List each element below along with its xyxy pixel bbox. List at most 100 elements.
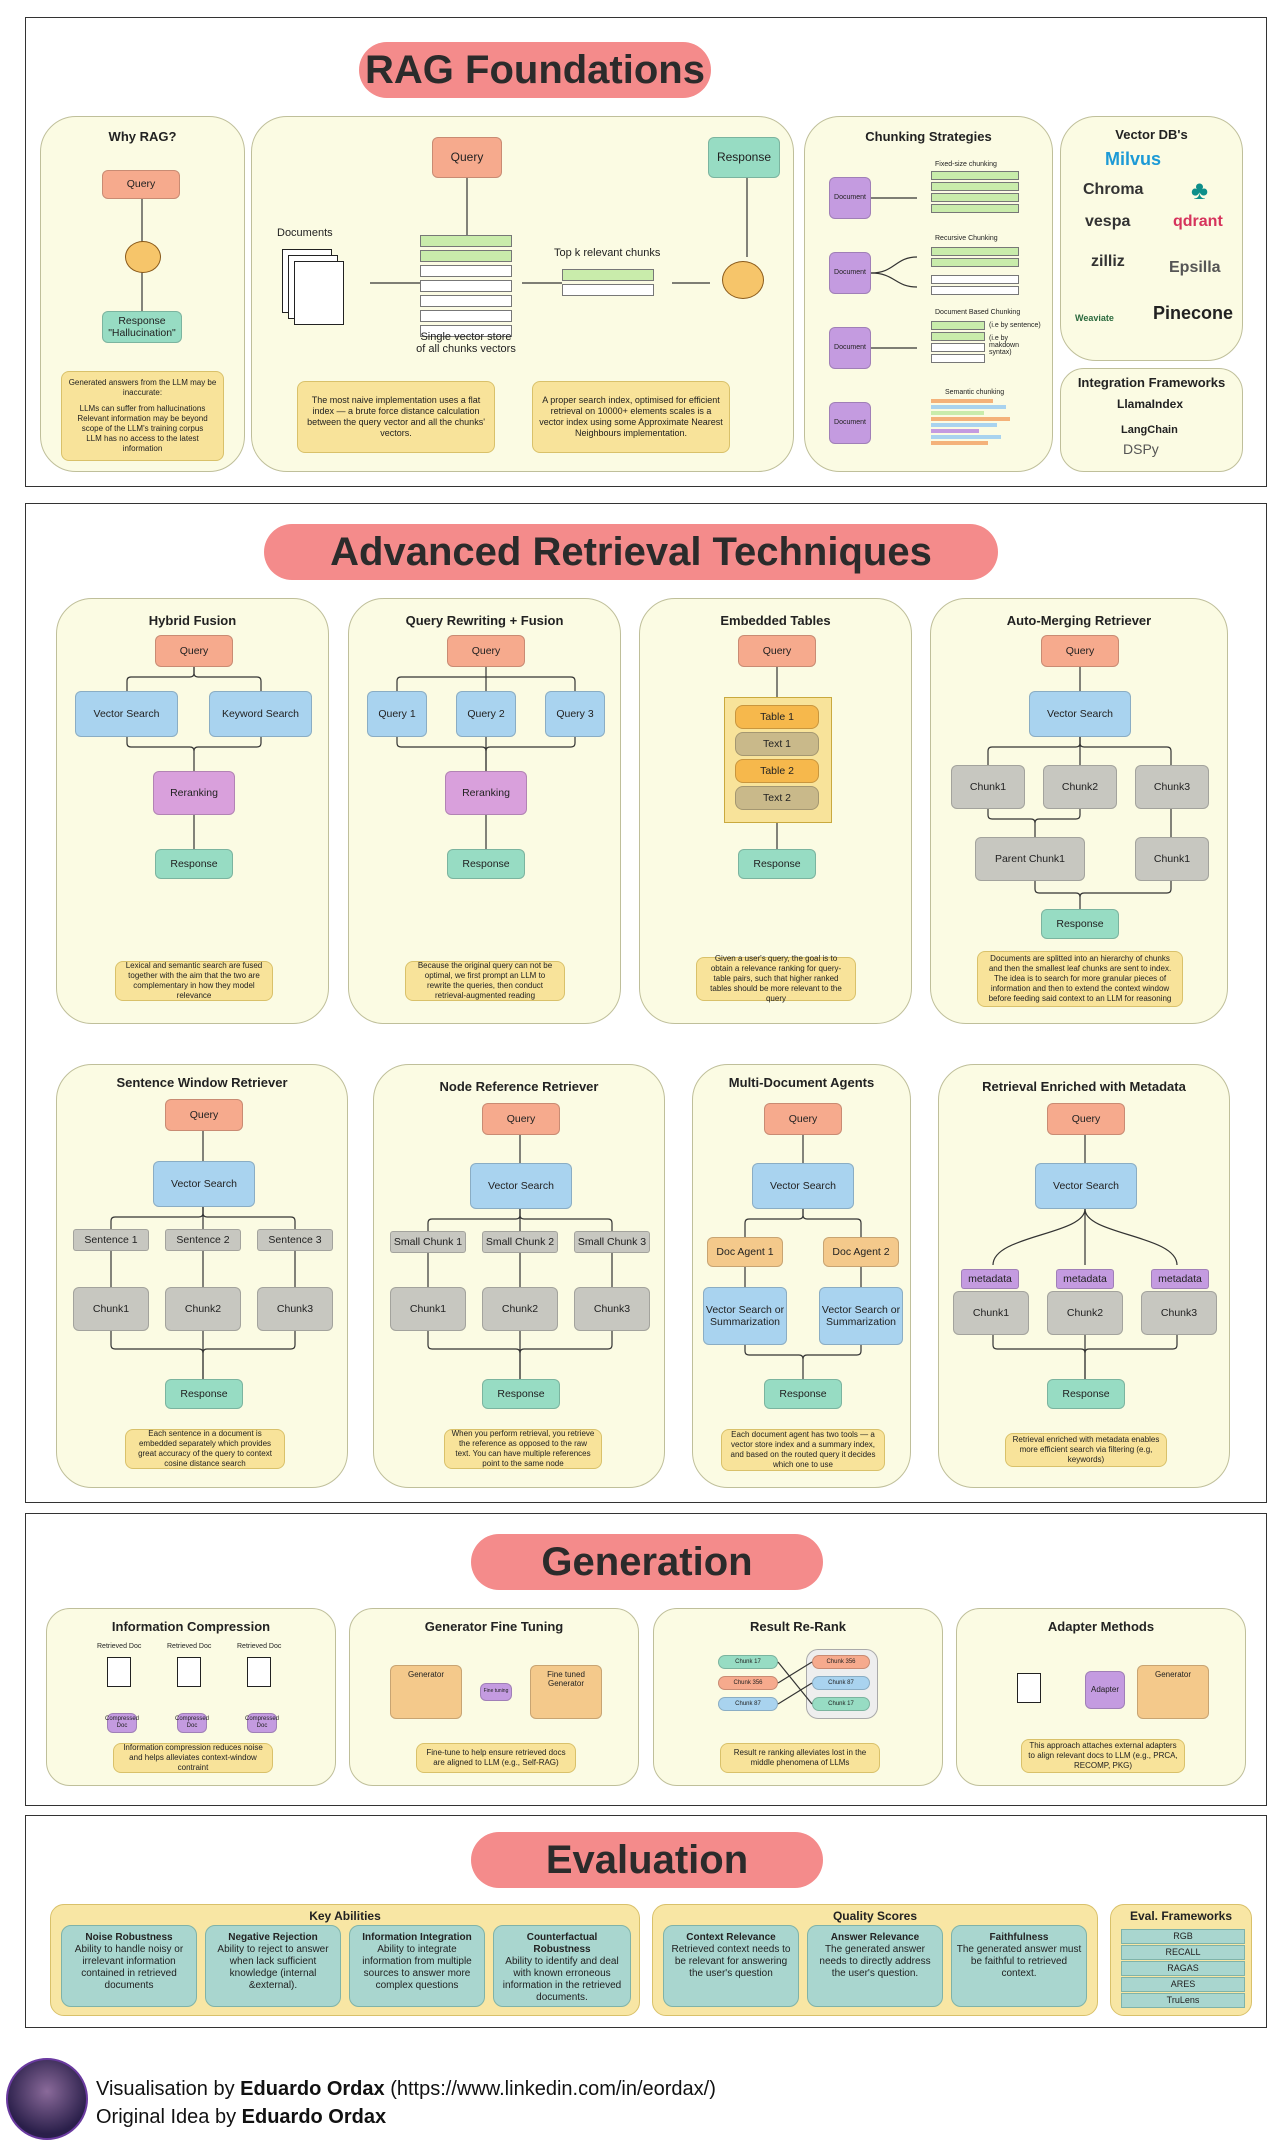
chunk-bar	[562, 269, 654, 281]
reranking-box: Reranking	[153, 771, 235, 815]
multidoc-note: Each document agent has two tools — a ve…	[721, 1429, 885, 1471]
response-box: Response	[482, 1379, 560, 1409]
response-box: Response "Hallucination"	[102, 311, 182, 343]
rag-foundations-section: RAG Foundations Why RAG? Query Response …	[25, 17, 1267, 487]
compression-card: Information Compression Retrieved Doc Re…	[46, 1608, 336, 1786]
chunk-2-box: Chunk2	[165, 1287, 241, 1331]
auto-merging-card: Auto-Merging Retriever Query Vector Sear…	[930, 598, 1228, 1024]
weaviate-logo: Weaviate	[1075, 313, 1114, 323]
naive-rag-connectors	[370, 178, 748, 284]
note-intro: Generated answers from the LLM may be in…	[68, 378, 217, 397]
generator-box: Generator	[1137, 1665, 1209, 1719]
sentence-1-box: Sentence 1	[73, 1229, 149, 1251]
vespa-logo: vespa	[1085, 213, 1131, 230]
ability-card: Noise Robustness Ability to handle noisy …	[61, 1925, 197, 2007]
score-desc: The generated answer needs to directly a…	[819, 1944, 931, 1979]
document-icon	[1017, 1673, 1041, 1703]
tree-icon: ♣	[1191, 175, 1209, 205]
ability-card: Counterfactual Robustness Ability to iden…	[493, 1925, 631, 2007]
score-name: Answer Relevance	[830, 1932, 920, 1943]
response-box: Response	[447, 849, 525, 879]
epsilla-logo: Epsilla	[1169, 259, 1221, 276]
chunk-1-box: Chunk1	[73, 1287, 149, 1331]
note-item: LLM has no access to the latest informat…	[86, 434, 199, 453]
vector-search-or-summarization-1: Vector Search or Summarization	[703, 1287, 787, 1345]
footer-line-1: Visualisation by Eduardo Ordax (https://…	[96, 2075, 716, 2103]
sentence-2-box: Sentence 2	[165, 1229, 241, 1251]
query-box: Query	[165, 1099, 243, 1131]
automerge-connectors	[987, 667, 1172, 909]
chunk-pill: Chunk 356	[812, 1655, 870, 1669]
generator-label: Generator	[407, 1670, 445, 1679]
docbased-bars	[931, 321, 985, 363]
vector-db-card: Vector DB's Milvus Chroma ♣ vespa qdrant…	[1060, 116, 1243, 361]
why-rag-note: Generated answers from the LLM may be in…	[61, 371, 224, 461]
metadata-tag: metadata	[1151, 1269, 1209, 1289]
document-icon	[294, 261, 344, 325]
pinecone-logo: Pinecone	[1153, 303, 1234, 323]
framework-item: TruLens	[1121, 1993, 1245, 2008]
retrieved-doc-label: Retrieved Doc	[97, 1643, 142, 1650]
document-box: Document	[829, 177, 871, 219]
llamaindex-logo: LlamaIndex	[1117, 397, 1184, 411]
chunk-pill: Chunk 87	[718, 1697, 778, 1711]
document-icon	[107, 1657, 131, 1687]
metadata-tag: metadata	[961, 1269, 1019, 1289]
recursive-bars	[931, 247, 1019, 295]
adapter-box: Adapter	[1085, 1671, 1125, 1709]
sentence-connectors	[110, 1131, 296, 1379]
document-box: Document	[829, 402, 871, 444]
semantic-bars	[931, 399, 1019, 445]
card-title: Auto-Merging Retriever	[1006, 613, 1152, 628]
response-box: Response	[155, 849, 233, 879]
footer-prefix: Visualisation by	[96, 2078, 241, 2100]
multidoc-connectors	[744, 1135, 862, 1379]
chunk-3-box: Chunk3	[257, 1287, 333, 1331]
card-title: Information Compression	[111, 1619, 271, 1634]
vector-search-box: Vector Search	[75, 691, 178, 737]
ability-desc: Ability to handle noisy or irrelevant in…	[74, 1944, 184, 1991]
naive-rag-card: Query Response Documents Single vector s…	[251, 116, 794, 472]
parent-chunk-box: Parent Chunk1	[975, 837, 1085, 881]
response-box: Response	[764, 1379, 842, 1409]
generator-label: Generator	[1154, 1670, 1192, 1679]
query-box: Query	[432, 137, 502, 178]
adapter-note: This approach attaches external adapters…	[1021, 1739, 1185, 1773]
framework-item: RECALL	[1121, 1945, 1245, 1960]
sentence-3-box: Sentence 3	[257, 1229, 333, 1251]
chunk-3-box: Chunk3	[1141, 1291, 1217, 1335]
retrieved-doc-label: Retrieved Doc	[167, 1643, 212, 1650]
fixed-label: Fixed-size chunking	[935, 161, 997, 168]
query-box: Query	[1047, 1103, 1125, 1135]
card-title: Adapter Methods	[1047, 1619, 1155, 1634]
integration-card: Integration Frameworks LlamaIndex LangCh…	[1060, 368, 1243, 472]
node-reference-card: Node Reference Retriever Query Vector Se…	[373, 1064, 665, 1488]
footer-link[interactable]: (https://www.linkedin.com/in/eordax/)	[384, 2078, 716, 2100]
small-chunk-3-box: Small Chunk 3	[574, 1231, 650, 1253]
card-title: Embedded Tables	[720, 613, 831, 628]
query-box: Query	[447, 635, 525, 667]
advanced-retrieval-section: Advanced Retrieval Techniques Hybrid Fus…	[25, 503, 1267, 1503]
note-item: Relevant information may be beyond scope…	[77, 414, 208, 433]
chunk-1-box: Chunk1	[953, 1291, 1029, 1335]
automerge-note: Documents are splitted into an hierarchy…	[977, 951, 1183, 1007]
ability-name: Noise Robustness	[85, 1932, 173, 1943]
card-title: Result Re-Rank	[749, 1619, 847, 1634]
generation-section: Generation Information Compression Retri…	[25, 1513, 1267, 1806]
chunk-bar	[420, 280, 512, 292]
card-title: Query Rewriting + Fusion	[405, 613, 564, 628]
query-box: Query	[1041, 635, 1119, 667]
score-card: Context Relevance Retrieved context needs…	[663, 1925, 799, 2007]
brain-icon	[125, 241, 161, 273]
chunking-connectors	[870, 197, 918, 349]
query-rewriting-card: Query Rewriting + Fusion Query Query 1 Q…	[348, 598, 621, 1024]
documents-label: Documents	[277, 227, 333, 239]
panel-title: Quality Scores	[832, 1909, 918, 1923]
footer-author: Eduardo Ordax	[240, 2078, 385, 2100]
dspy-logo: DSPy	[1123, 441, 1159, 457]
small-chunk-1-box: Small Chunk 1	[390, 1231, 466, 1253]
card-title: Multi-Document Agents	[728, 1075, 875, 1090]
evaluation-section: Evaluation Key Abilities Noise Robustnes…	[25, 1815, 1267, 2028]
ability-card: Negative Rejection Ability to reject to a…	[205, 1925, 341, 2007]
sentence-window-card: Sentence Window Retriever Query Vector S…	[56, 1064, 348, 1488]
